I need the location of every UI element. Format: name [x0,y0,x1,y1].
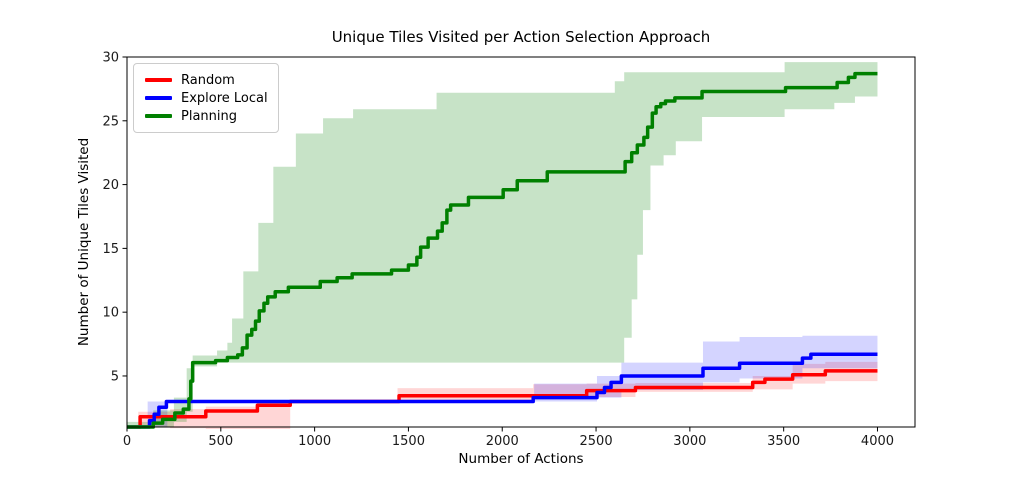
x-axis-label: Number of Actions [458,451,584,467]
y-tick-label: 30 [102,51,119,66]
x-tick-label: 2500 [580,434,613,449]
x-tick-label: 3500 [767,434,800,449]
series-line-random [127,369,878,429]
legend-item-random: Random [145,71,268,89]
x-tick-label: 0 [123,434,131,449]
series-band-explore-local [127,335,878,427]
legend-label-explore-local: Explore Local [181,90,268,106]
y-tick-label: 25 [102,114,119,129]
legend-item-planning: Planning [145,107,268,125]
legend-label-random: Random [181,72,235,88]
axes-frame [126,56,916,428]
y-tick-label: 20 [102,178,119,193]
legend-item-explore-local: Explore Local [145,89,268,107]
legend-label-planning: Planning [181,108,237,124]
x-tick-label: 3000 [673,434,706,449]
y-tick-label: 15 [102,242,119,257]
x-tick-label: 4000 [861,434,894,449]
series-band-planning [127,62,878,427]
legend-swatch-planning [145,114,172,118]
x-tick-label: 2000 [486,434,519,449]
legend-swatch-explore-local [145,96,172,100]
series-line-explore-local [127,352,878,429]
x-tick-label: 1500 [392,434,425,449]
series-line-planning [127,71,878,429]
chart-title: Unique Tiles Visited per Action Selectio… [331,28,711,46]
legend: Random Explore Local Planning [133,63,279,133]
x-tick-label: 1000 [298,434,331,449]
legend-swatch-random [145,78,172,82]
x-tick-label: 500 [208,434,233,449]
y-tick-label: 10 [102,306,119,321]
y-tick-label: 5 [111,369,119,384]
